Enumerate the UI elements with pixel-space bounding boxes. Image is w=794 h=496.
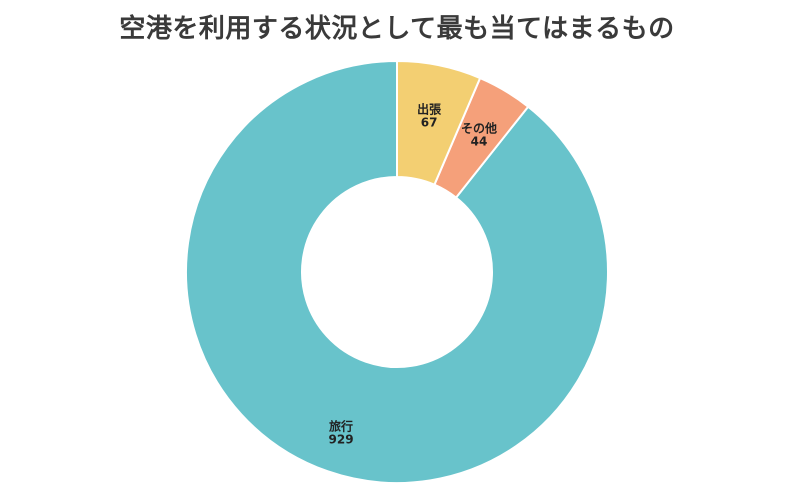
slice-label: 旅行 bbox=[329, 419, 353, 434]
slice-value: 67 bbox=[421, 115, 438, 129]
slice-value: 44 bbox=[471, 135, 488, 149]
chart-title: 空港を利用する状況として最も当てはまるもの bbox=[119, 14, 675, 44]
slice-label: その他 bbox=[461, 121, 497, 136]
slice-3 bbox=[396, 60, 482, 186]
slice-label: 出張 bbox=[417, 101, 442, 116]
slice-value: 929 bbox=[329, 433, 354, 447]
slice-1 bbox=[185, 60, 609, 484]
